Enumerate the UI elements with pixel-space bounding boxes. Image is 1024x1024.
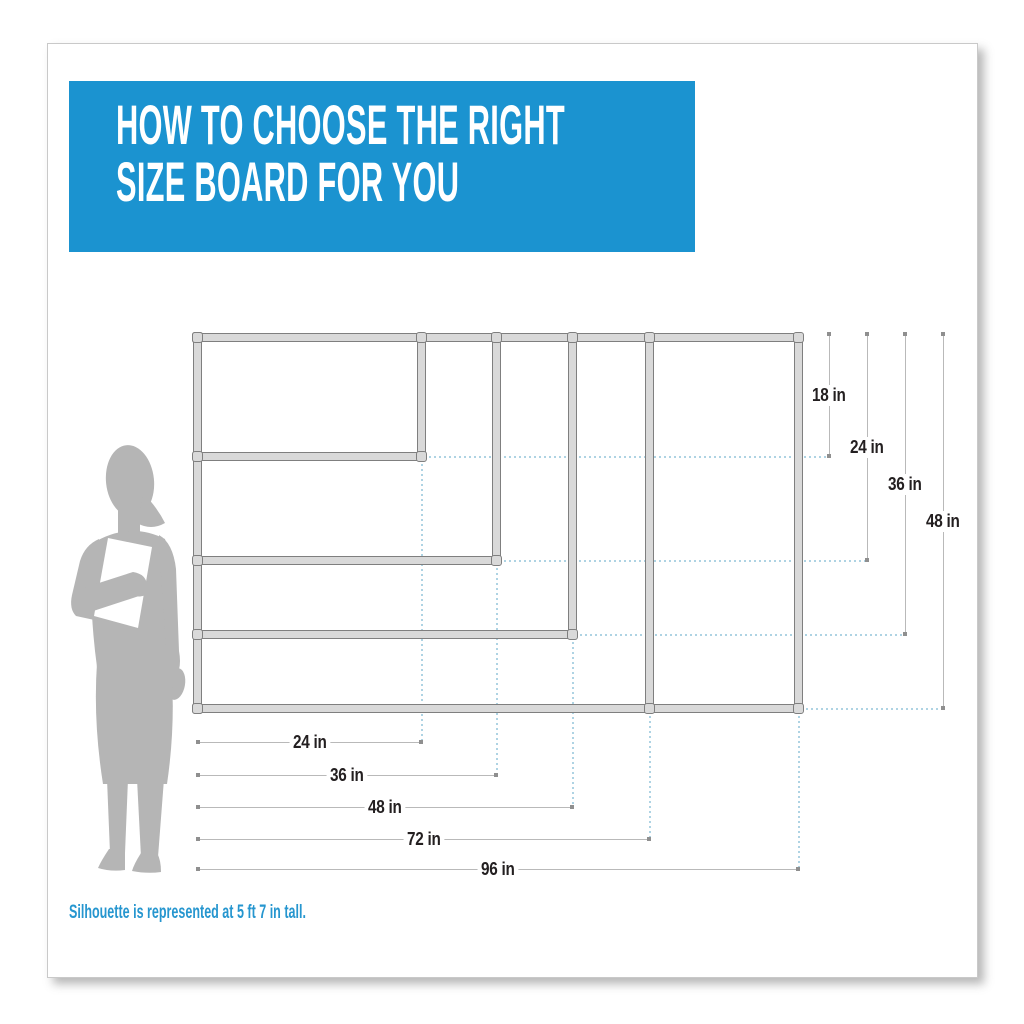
silhouette-skirt (95, 663, 173, 784)
silhouette-forearm-group (71, 572, 153, 616)
height-dimension-label: 36 in (884, 473, 926, 495)
extension-line-horizontal (504, 560, 867, 562)
frame-corner-cap (192, 703, 203, 714)
board-frame-24x18-in (194, 334, 425, 460)
infographic-card: HOW TO CHOOSE THE RIGHT SIZE BOARD FOR Y… (47, 43, 978, 978)
dimension-end-dot (494, 773, 498, 777)
dimension-end-dot (941, 706, 945, 710)
frame-corner-cap (793, 332, 804, 343)
width-dimension-label: 96 in (477, 858, 519, 880)
dimension-end-dot (941, 332, 945, 336)
silhouette-hand (131, 581, 153, 597)
silhouette-right-arm (159, 535, 180, 678)
frame-corner-cap (192, 332, 203, 343)
width-dimension-label: 24 in (289, 731, 330, 753)
height-dimension-label: 24 in (846, 436, 888, 458)
dimension-end-dot (196, 740, 200, 744)
silhouette-left-leg (107, 779, 128, 853)
dimension-end-dot (865, 558, 869, 562)
extension-line-horizontal (580, 634, 905, 636)
frame-corner-cap (416, 451, 427, 462)
dimension-end-dot (903, 332, 907, 336)
dimension-end-dot (827, 454, 831, 458)
extension-line-vertical (496, 568, 498, 775)
width-dimension-label: 36 in (326, 764, 368, 786)
silhouette-hair (137, 493, 165, 527)
extension-line-horizontal (806, 708, 943, 710)
extension-line-vertical (649, 716, 651, 839)
frame-corner-cap (793, 703, 804, 714)
silhouette-right-leg (137, 779, 164, 857)
silhouette-forearm (71, 572, 147, 616)
board-size-diagram: 18 in 24 in 36 in 48 in 24 in 36 in 48 in 72 in… (48, 44, 977, 977)
dimension-end-dot (196, 837, 200, 841)
silhouette-body (71, 445, 186, 873)
dimension-end-dot (570, 805, 574, 809)
extension-line-vertical (421, 464, 423, 742)
extension-line-vertical (572, 642, 574, 807)
width-dimension-label: 48 in (364, 796, 406, 818)
dimension-end-dot (196, 773, 200, 777)
height-dimension-label: 48 in (922, 510, 964, 532)
frame-corner-cap (192, 629, 203, 640)
dimension-end-dot (865, 332, 869, 336)
dimension-end-dot (827, 332, 831, 336)
frame-corner-cap (644, 703, 655, 714)
width-dimension-label: 72 in (403, 828, 444, 850)
frame-corner-cap (192, 451, 203, 462)
frame-corner-cap (567, 629, 578, 640)
silhouette-note: Silhouette is represented at 5 ft 7 in t… (69, 902, 306, 923)
frame-corner-cap (567, 332, 578, 343)
dimension-end-dot (903, 632, 907, 636)
silhouette-right-shoe (132, 853, 161, 873)
silhouette-left-shoe (98, 849, 125, 871)
extension-line-horizontal (429, 456, 829, 458)
silhouette-neck (118, 501, 140, 533)
dimension-end-dot (196, 805, 200, 809)
extension-line-vertical (798, 716, 800, 869)
dimension-end-dot (647, 837, 651, 841)
dimension-end-dot (196, 867, 200, 871)
frame-corner-cap (416, 332, 427, 343)
frame-corner-cap (491, 555, 502, 566)
page-title-line-2: SIZE BOARD FOR YOU (116, 150, 460, 213)
frame-corner-cap (192, 555, 203, 566)
frame-corner-cap (644, 332, 655, 343)
height-dimension-label: 18 in (808, 384, 850, 406)
person-silhouette (71, 445, 186, 873)
dimension-end-dot (419, 740, 423, 744)
title-banner: HOW TO CHOOSE THE RIGHT SIZE BOARD FOR Y… (69, 81, 695, 252)
frame-corner-cap (491, 332, 502, 343)
dimension-end-dot (796, 867, 800, 871)
